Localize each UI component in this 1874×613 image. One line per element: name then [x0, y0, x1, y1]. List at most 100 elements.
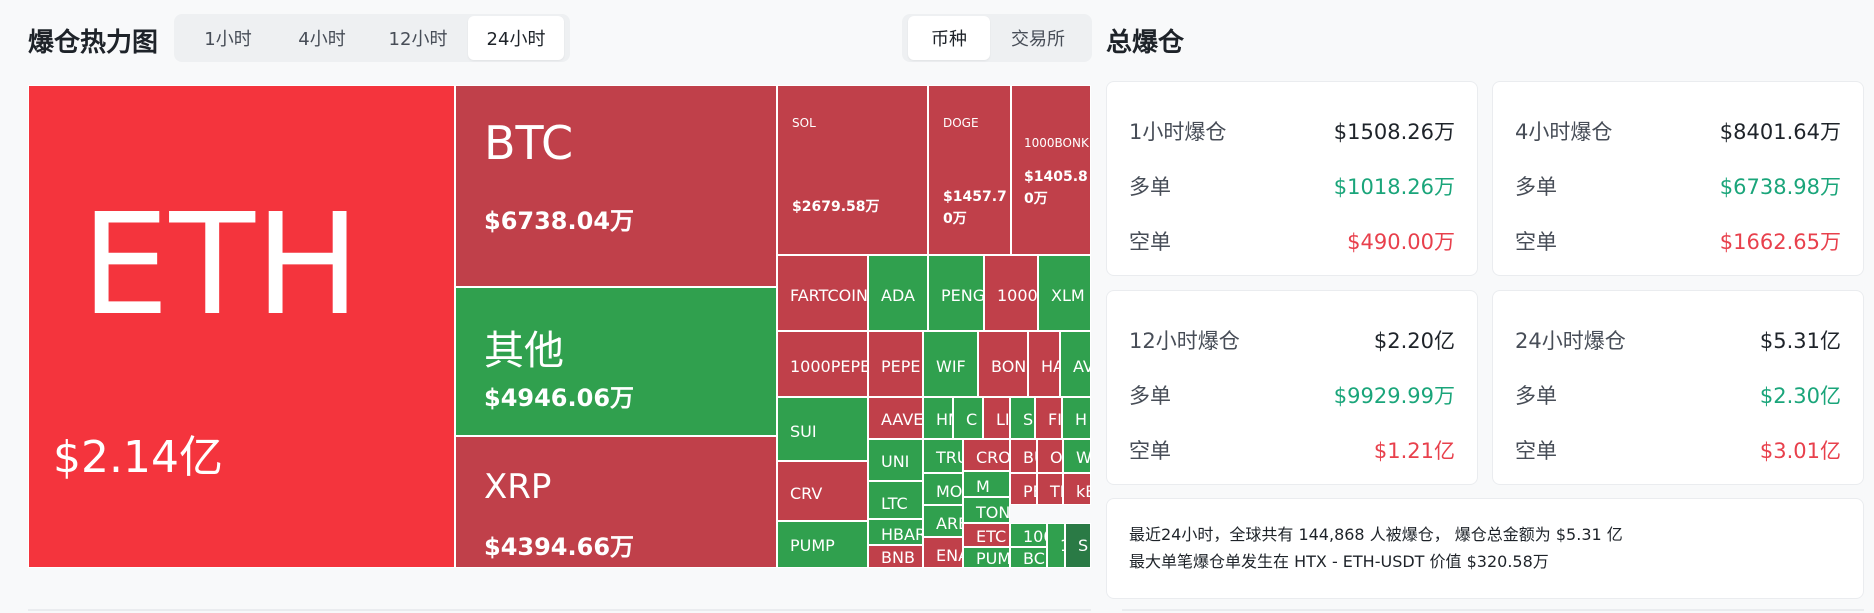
- tile-name: O: [1050, 448, 1063, 467]
- treemap-tile-1000f[interactable]: 1000F: [984, 255, 1038, 331]
- tile-value: $2679.58万: [792, 199, 880, 215]
- card-4h-total: $8401.64万: [1719, 120, 1841, 144]
- tile-name: UNI: [881, 452, 910, 471]
- treemap-tile-ena[interactable]: ENA: [923, 537, 963, 568]
- treemap-tile-se[interactable]: SE: [1010, 397, 1035, 439]
- tab-24h[interactable]: 24小时: [468, 16, 564, 60]
- treemap-tile-pum[interactable]: PUM: [963, 547, 1010, 568]
- tile-name: 1000PEPE: [790, 357, 868, 376]
- liquidation-treemap: ETH $2.14亿 BTC $6738.04万其他 $4946.06万 XRP $4394…: [28, 85, 1091, 568]
- treemap-tile-uni[interactable]: UNI: [868, 439, 923, 481]
- group-by-tabs: 币种 交易所: [902, 14, 1092, 62]
- treemap-tile-1000bonk[interactable]: 1000BONK $1405.80万: [1011, 85, 1091, 255]
- tile-name: 1000BONK: [1024, 136, 1089, 150]
- treemap-tile-m[interactable]: M: [963, 471, 1010, 497]
- treemap-tile-sui[interactable]: SUI: [777, 397, 868, 461]
- tile-name: FARTCOIN: [790, 286, 868, 305]
- card-24h: 24小时爆仓 $5.31亿 多单 $2.30亿 空单 $3.01亿: [1492, 290, 1864, 485]
- tile-name: WIF: [936, 357, 966, 376]
- card-1h-total: $1508.26万: [1333, 120, 1455, 144]
- heatmap-title: 爆仓热力图: [28, 28, 159, 58]
- treemap-tile-其他[interactable]: 其他 $4946.06万: [455, 287, 777, 436]
- treemap-tile-ada[interactable]: ADA: [868, 255, 928, 331]
- tile-name: 100: [1023, 527, 1046, 546]
- tile-name: PEPE: [881, 357, 921, 376]
- tile-name: HM: [936, 410, 952, 429]
- treemap-tile-xlm[interactable]: XLM: [1038, 255, 1091, 331]
- treemap-tile-wif[interactable]: WIF: [923, 331, 978, 397]
- bottom-divider-right: [1122, 609, 1864, 611]
- treemap-tile-1[interactable]: 1: [1047, 523, 1065, 568]
- treemap-tile-kb[interactable]: kB: [1063, 473, 1091, 505]
- treemap-tile-pepe[interactable]: PEPE: [868, 331, 923, 397]
- treemap-tile-mo[interactable]: MO: [923, 473, 963, 505]
- treemap-tile-btc[interactable]: BTC $6738.04万: [455, 85, 777, 287]
- treemap-tile-s[interactable]: S: [1065, 523, 1091, 568]
- treemap-tile-bu[interactable]: BU: [1010, 439, 1037, 473]
- tile-name: ADA: [881, 286, 915, 305]
- treemap-tile-100[interactable]: 100: [1010, 523, 1047, 547]
- treemap-tile-are[interactable]: ARE: [923, 505, 963, 537]
- treemap-tile-h[interactable]: H: [1062, 397, 1091, 439]
- tile-value: $1405.80万: [1024, 169, 1088, 207]
- treemap-tile-xrp[interactable]: XRP $4394.66万: [455, 436, 777, 568]
- card-1h-short-label: 空单: [1129, 230, 1171, 254]
- treemap-tile-c[interactable]: C: [953, 397, 983, 439]
- tab-4h[interactable]: 4小时: [298, 29, 346, 50]
- tile-name: 其他: [484, 328, 564, 374]
- tab-1h[interactable]: 1小时: [204, 29, 252, 50]
- card-24h-label: 24小时爆仓: [1515, 329, 1626, 353]
- treemap-tile-bch[interactable]: BCH: [1010, 547, 1047, 568]
- card-1h-short: $490.00万: [1347, 230, 1455, 254]
- treemap-tile-ltc[interactable]: LTC: [868, 481, 923, 519]
- card-1h-long: $1018.26万: [1333, 175, 1455, 199]
- tab-exchange[interactable]: 交易所: [1011, 29, 1065, 50]
- treemap-tile-ti[interactable]: TI: [1037, 473, 1063, 505]
- treemap-tile-ha[interactable]: HA: [1028, 331, 1060, 397]
- treemap-tile-etc[interactable]: ETC: [963, 523, 1010, 547]
- tab-12h[interactable]: 12小时: [388, 29, 448, 50]
- tile-name: PE: [1023, 482, 1036, 501]
- summary-panel: 最近24小时，全球共有 144,868 人被爆仓， 爆仓总金额为 $5.31 亿…: [1106, 498, 1864, 599]
- tab-coin[interactable]: 币种: [908, 16, 990, 60]
- tile-name: TON: [976, 503, 1010, 522]
- treemap-tile-av[interactable]: AV: [1060, 331, 1091, 397]
- tile-name: SOL: [792, 116, 816, 130]
- treemap-tile-fi[interactable]: FI: [1035, 397, 1062, 439]
- treemap-tile-pengu[interactable]: PENGU: [928, 255, 984, 331]
- tile-name: S: [1078, 536, 1089, 555]
- tile-name: PUM: [976, 549, 1010, 568]
- treemap-tile-hm[interactable]: HM: [923, 397, 953, 439]
- tile-name: LI: [996, 410, 1010, 429]
- treemap-tile-fartcoin[interactable]: FARTCOIN: [777, 255, 868, 331]
- treemap-tile-1000pepe[interactable]: 1000PEPE: [777, 331, 868, 397]
- tile-name: 1: [1060, 536, 1064, 555]
- treemap-tile-w[interactable]: W: [1063, 439, 1091, 473]
- treemap-tile-tru[interactable]: TRU: [923, 439, 963, 473]
- treemap-tile-bnb[interactable]: BNB: [868, 545, 923, 568]
- treemap-tile-eth[interactable]: ETH $2.14亿: [28, 85, 455, 568]
- treemap-tile-o[interactable]: O: [1037, 439, 1063, 473]
- tile-name: SE: [1023, 410, 1034, 429]
- treemap-tile-hbar[interactable]: HBAR: [868, 519, 923, 545]
- treemap-tile-bon[interactable]: BON: [978, 331, 1028, 397]
- treemap-tile-doge[interactable]: DOGE $1457.70万: [928, 85, 1011, 255]
- treemap-tile-pe[interactable]: PE: [1010, 473, 1037, 505]
- treemap-tile-ton[interactable]: TON: [963, 497, 1010, 523]
- tile-value: $4946.06万: [484, 384, 635, 412]
- treemap-tile-crv[interactable]: CRV: [777, 461, 868, 521]
- treemap-tile-pump[interactable]: PUMP: [777, 521, 868, 568]
- card-1h: 1小时爆仓 $1508.26万 多单 $1018.26万 空单 $490.00万: [1106, 81, 1478, 276]
- tile-name: BON: [991, 357, 1027, 376]
- tile-name: XLM: [1051, 286, 1085, 305]
- card-4h: 4小时爆仓 $8401.64万 多单 $6738.98万 空单 $1662.65万: [1492, 81, 1864, 276]
- tile-name: ENA: [936, 546, 962, 565]
- tile-name: BTC: [484, 116, 574, 170]
- treemap-tile-li[interactable]: LI: [983, 397, 1010, 439]
- card-4h-short: $1662.65万: [1719, 230, 1841, 254]
- treemap-tile-sol[interactable]: SOL $2679.58万: [777, 85, 928, 255]
- treemap-tile-aave[interactable]: AAVE: [868, 397, 923, 439]
- treemap-tile-cro[interactable]: CRO: [963, 439, 1010, 471]
- card-4h-label: 4小时爆仓: [1515, 120, 1613, 144]
- tile-name: BCH: [1023, 549, 1046, 568]
